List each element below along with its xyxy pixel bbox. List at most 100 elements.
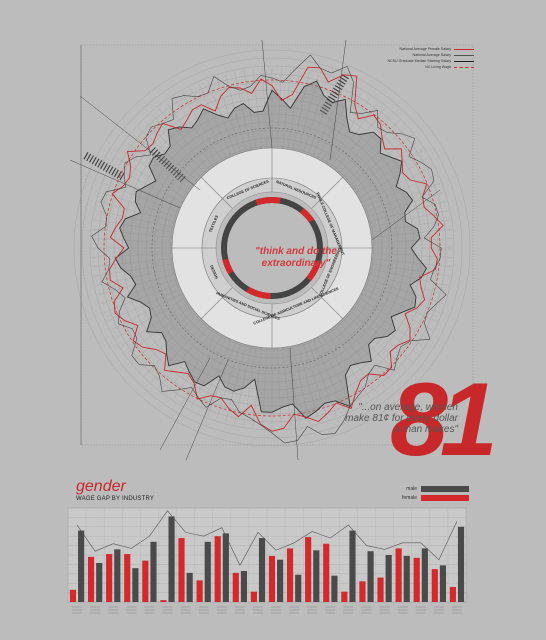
male-bar <box>258 538 266 602</box>
center-quote: "think and do the extraordinary" <box>255 246 337 269</box>
tick-mark <box>158 155 166 163</box>
tick-mark <box>97 160 103 168</box>
radial-spoke <box>317 337 354 409</box>
legend-label: NCSU Graduate Median Starting Salary <box>387 59 451 63</box>
male-bar <box>240 570 248 602</box>
radial-spoke <box>207 79 237 155</box>
female-bar <box>250 591 257 602</box>
radial-spoke <box>326 96 371 165</box>
female-share-arc <box>306 261 321 281</box>
radial-spoke <box>346 127 406 182</box>
leader-lines <box>69 39 441 461</box>
female-bar <box>178 538 185 602</box>
male-bar <box>150 541 157 602</box>
male-bar <box>457 526 465 602</box>
female-bar <box>359 581 366 602</box>
legend-swatch <box>454 54 474 56</box>
tick-mark <box>119 172 125 181</box>
tick-mark <box>321 106 329 112</box>
female-bar <box>268 555 276 602</box>
leader-line <box>371 189 441 241</box>
male-bar <box>367 551 374 602</box>
radial-spoke <box>116 157 186 199</box>
female-bar <box>160 600 167 602</box>
radial-spoke <box>297 74 319 152</box>
tick-mark <box>108 166 114 174</box>
tick-mark <box>149 147 156 154</box>
college-divider <box>311 287 343 319</box>
radial-spoke <box>94 263 174 277</box>
radial-spoke <box>158 325 210 388</box>
radial-spoke <box>346 314 406 369</box>
radial-spoke <box>363 174 437 208</box>
radial-spoke <box>120 149 189 194</box>
radial-spoke <box>326 331 371 400</box>
radial-spoke <box>292 71 310 151</box>
radial-spoke <box>292 345 310 425</box>
male-bar <box>313 550 320 602</box>
radial-spoke <box>94 219 174 233</box>
female-bar <box>142 560 149 602</box>
female-bar <box>196 580 203 602</box>
tick-mark <box>328 95 336 102</box>
radial-spoke <box>277 347 282 428</box>
legend-label: National Average Female Salary <box>399 47 451 51</box>
radial-spoke <box>216 343 242 420</box>
radial-spoke <box>95 210 175 228</box>
radial-spoke <box>243 70 257 150</box>
radial-spoke <box>358 157 428 199</box>
radial-spoke <box>307 79 337 155</box>
tick-mark <box>88 155 94 163</box>
radial-tick-marks <box>83 74 349 183</box>
female-bar <box>323 543 330 602</box>
line-legend: National Average Female Salary National A… <box>378 46 474 70</box>
radial-spoke <box>92 238 173 243</box>
radial-spoke <box>367 278 444 304</box>
radial-spoke <box>225 74 247 152</box>
legend-item: NC Living Wage <box>378 64 474 70</box>
radial-spoke <box>173 96 218 165</box>
radial-spoke <box>355 149 424 194</box>
radial-spoke <box>342 318 400 376</box>
gender-title: gender <box>76 478 126 495</box>
female-share-arc <box>299 208 315 223</box>
big-number: 81 <box>390 362 498 478</box>
legend-label: NC Living Wage <box>425 65 451 69</box>
radial-spoke <box>138 314 198 369</box>
radial-spoke <box>243 346 257 426</box>
radial-spoke <box>297 344 319 422</box>
radial-spoke <box>367 192 444 218</box>
radial-spoke <box>253 347 262 428</box>
female-share-arc <box>222 258 234 275</box>
radial-spoke <box>368 201 446 223</box>
legend-item: National Average Female Salary <box>378 46 474 52</box>
tick-mark <box>319 109 328 115</box>
female-bar <box>431 569 438 602</box>
radial-spoke <box>111 166 183 203</box>
gender-subtitle: WAGE GAP BY INDUSTRY <box>76 496 155 502</box>
female-legend-label: female <box>402 494 418 501</box>
grid-ring <box>73 49 471 447</box>
radial-spoke <box>368 273 446 295</box>
radial-spoke <box>92 258 173 267</box>
radial-spoke <box>317 87 354 159</box>
radial-spoke <box>158 108 210 171</box>
wage-gap-bar-chart <box>67 507 467 614</box>
radial-spoke <box>302 343 328 420</box>
legend-label: National Average Salary <box>412 53 452 57</box>
tick-mark <box>161 158 168 165</box>
radial-spoke <box>92 229 173 238</box>
radial-spoke <box>338 114 393 174</box>
radial-spoke <box>342 120 400 178</box>
chart-frame <box>80 44 474 446</box>
male-swatch <box>421 485 470 492</box>
tick-mark <box>331 90 339 96</box>
radial-spoke <box>349 134 412 186</box>
tick-mark <box>111 167 117 176</box>
male-bar <box>439 565 447 602</box>
radial-spoke <box>100 278 177 304</box>
male-bar <box>204 541 211 602</box>
radial-spoke <box>181 334 223 404</box>
tick-mark <box>167 164 175 172</box>
